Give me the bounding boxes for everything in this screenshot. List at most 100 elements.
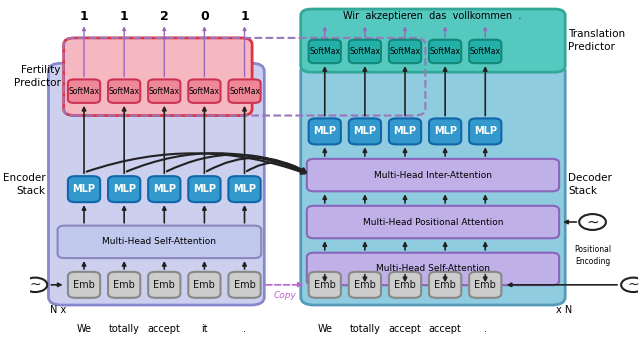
Text: MLP: MLP (474, 126, 497, 136)
FancyBboxPatch shape (68, 272, 100, 298)
FancyBboxPatch shape (228, 272, 260, 298)
Text: MLP: MLP (434, 126, 456, 136)
Text: Emb: Emb (154, 280, 175, 290)
FancyBboxPatch shape (429, 272, 461, 298)
FancyBboxPatch shape (58, 226, 261, 258)
Text: 0: 0 (200, 10, 209, 23)
Text: 1: 1 (120, 10, 129, 23)
Text: totally: totally (349, 323, 380, 334)
Text: 2: 2 (160, 10, 169, 23)
Text: it: it (201, 323, 208, 334)
Text: 1: 1 (240, 10, 249, 23)
Text: accept: accept (388, 323, 422, 334)
FancyBboxPatch shape (308, 118, 341, 144)
Text: SoftMax: SoftMax (390, 47, 420, 56)
FancyBboxPatch shape (308, 40, 341, 63)
FancyBboxPatch shape (349, 40, 381, 63)
Text: ~: ~ (29, 278, 41, 292)
Text: Translation
Predictor: Translation Predictor (568, 29, 625, 52)
Text: Copy: Copy (273, 291, 296, 300)
FancyBboxPatch shape (469, 40, 501, 63)
FancyBboxPatch shape (307, 159, 559, 191)
Text: x N: x N (556, 305, 572, 315)
Text: totally: totally (109, 323, 140, 334)
FancyBboxPatch shape (68, 79, 100, 103)
Text: SoftMax: SoftMax (148, 87, 180, 96)
Text: MLP: MLP (353, 126, 376, 136)
Text: We: We (77, 323, 92, 334)
Text: accept: accept (429, 323, 461, 334)
FancyBboxPatch shape (389, 272, 421, 298)
Text: Emb: Emb (193, 280, 215, 290)
FancyBboxPatch shape (108, 272, 140, 298)
Text: SoftMax: SoftMax (429, 47, 461, 56)
FancyBboxPatch shape (188, 272, 221, 298)
FancyBboxPatch shape (301, 63, 565, 305)
Text: Emb: Emb (354, 280, 376, 290)
Text: MLP: MLP (72, 184, 95, 194)
Text: Emb: Emb (234, 280, 255, 290)
Text: Emb: Emb (314, 280, 336, 290)
Text: Wir  akzeptieren  das  vollkommen  .: Wir akzeptieren das vollkommen . (344, 11, 522, 21)
Text: SoftMax: SoftMax (109, 87, 140, 96)
FancyBboxPatch shape (188, 79, 221, 103)
Text: ~: ~ (627, 278, 639, 292)
FancyBboxPatch shape (429, 40, 461, 63)
Text: MLP: MLP (113, 184, 136, 194)
Text: SoftMax: SoftMax (68, 87, 100, 96)
Text: We: We (317, 323, 332, 334)
Text: N x: N x (51, 305, 67, 315)
FancyBboxPatch shape (308, 272, 341, 298)
FancyBboxPatch shape (307, 206, 559, 238)
FancyBboxPatch shape (469, 118, 501, 144)
FancyBboxPatch shape (108, 176, 140, 202)
Text: .: . (243, 323, 246, 334)
FancyBboxPatch shape (349, 118, 381, 144)
FancyBboxPatch shape (188, 176, 221, 202)
FancyArrowPatch shape (86, 153, 305, 174)
FancyBboxPatch shape (49, 63, 264, 305)
Text: MLP: MLP (394, 126, 417, 136)
FancyBboxPatch shape (63, 38, 252, 116)
Text: Multi-Head Self-Attention: Multi-Head Self-Attention (102, 238, 216, 246)
Text: ~: ~ (586, 214, 599, 230)
FancyArrowPatch shape (207, 158, 305, 173)
Text: Encoder
Stack: Encoder Stack (3, 173, 45, 196)
FancyBboxPatch shape (469, 272, 501, 298)
FancyBboxPatch shape (389, 118, 421, 144)
Text: Emb: Emb (434, 280, 456, 290)
Text: MLP: MLP (313, 126, 336, 136)
Text: MLP: MLP (233, 184, 256, 194)
FancyBboxPatch shape (429, 118, 461, 144)
FancyBboxPatch shape (228, 79, 260, 103)
Text: Decoder
Stack: Decoder Stack (568, 173, 612, 196)
FancyArrowPatch shape (167, 155, 305, 173)
Text: 1: 1 (79, 10, 88, 23)
Text: Emb: Emb (73, 280, 95, 290)
Text: SoftMax: SoftMax (189, 87, 220, 96)
FancyBboxPatch shape (108, 79, 140, 103)
FancyBboxPatch shape (148, 176, 180, 202)
FancyBboxPatch shape (148, 79, 180, 103)
Text: SoftMax: SoftMax (349, 47, 380, 56)
Text: Multi-Head Inter-Attention: Multi-Head Inter-Attention (374, 171, 492, 179)
Text: Emb: Emb (394, 280, 416, 290)
FancyBboxPatch shape (349, 272, 381, 298)
Text: Multi-Head Positional Attention: Multi-Head Positional Attention (363, 218, 503, 226)
Text: Emb: Emb (474, 280, 496, 290)
Text: SoftMax: SoftMax (229, 87, 260, 96)
Text: MLP: MLP (193, 184, 216, 194)
FancyBboxPatch shape (301, 9, 565, 72)
Text: Multi-Head Self-Attention: Multi-Head Self-Attention (376, 265, 490, 273)
Text: .: . (484, 323, 487, 334)
Text: SoftMax: SoftMax (309, 47, 340, 56)
Text: accept: accept (148, 323, 180, 334)
Text: Emb: Emb (113, 280, 135, 290)
Text: Fertility
Predictor: Fertility Predictor (13, 65, 61, 88)
FancyArrowPatch shape (247, 162, 306, 172)
FancyBboxPatch shape (228, 176, 260, 202)
FancyBboxPatch shape (68, 176, 100, 202)
FancyBboxPatch shape (307, 253, 559, 285)
FancyArrowPatch shape (127, 153, 305, 173)
Text: Positional
Encoding: Positional Encoding (574, 245, 611, 266)
